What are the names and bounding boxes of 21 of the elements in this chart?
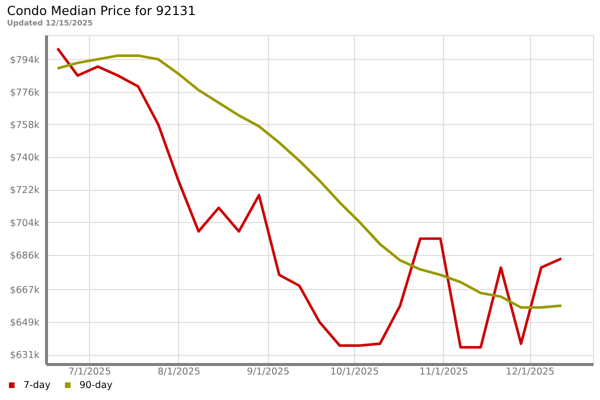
y-tick-label: $794k <box>10 54 40 66</box>
y-tick-label: $722k <box>10 185 40 196</box>
x-tick-label: 9/1/2025 <box>246 366 290 378</box>
x-tick-label: 8/1/2025 <box>158 366 200 378</box>
y-tick-label: $740k <box>10 152 40 164</box>
x-tick-label: 11/1/2025 <box>419 366 468 378</box>
chart-title: Condo Median Price for 92131 <box>7 3 196 18</box>
y-tick-label: $667k <box>10 284 40 296</box>
y-tick-label: $758k <box>10 120 40 131</box>
y-tick-label: $686k <box>10 250 40 262</box>
y-tick-label: $649k <box>10 317 40 328</box>
x-tick-label: 10/1/2025 <box>330 366 379 378</box>
line-series <box>56 54 563 309</box>
line-series <box>56 47 563 349</box>
y-tick-label: $631k <box>10 350 40 362</box>
legend-label: 90-day <box>80 380 113 392</box>
x-tick-label: 12/1/2025 <box>506 366 555 378</box>
legend-label: 7-day <box>24 380 51 392</box>
y-tick-label: $704k <box>10 218 40 229</box>
x-tick-label: 7/1/2025 <box>68 366 112 378</box>
y-tick-label: $776k <box>10 87 40 98</box>
